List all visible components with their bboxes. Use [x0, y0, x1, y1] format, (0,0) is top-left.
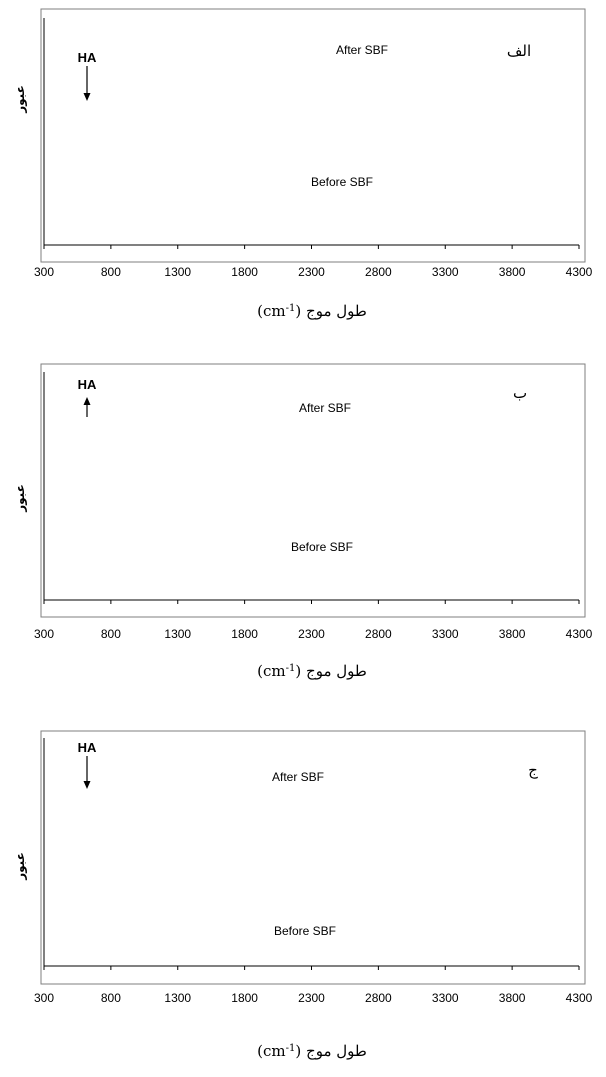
x-tick-label: 2300 — [298, 991, 325, 1005]
panel-frame — [40, 8, 586, 263]
x-tick-label: 300 — [34, 265, 54, 279]
x-tick-label: 2800 — [365, 627, 392, 641]
x-axis-label-unit: (cm — [257, 662, 285, 680]
x-axis-label-unit: (cm — [257, 302, 285, 320]
series-label-before-sbf: Before SBF — [291, 540, 353, 554]
x-axis-label: (cm-1) طول موج — [257, 302, 367, 320]
x-tick-label: 2800 — [365, 991, 392, 1005]
x-tick-label: 1300 — [164, 991, 191, 1005]
x-tick-label: 4300 — [566, 991, 593, 1005]
panel-b: ب عبور (cm-1) طول موج HA After SBF Befor… — [13, 363, 593, 680]
x-axis-label-unit: (cm — [257, 1042, 285, 1060]
x-axis-label-text: ) طول موج — [295, 302, 366, 320]
x-tick-label: 2300 — [298, 265, 325, 279]
x-tick-label: 3300 — [432, 991, 459, 1005]
series-label-before-sbf: Before SBF — [311, 175, 373, 189]
x-tick-label: 1300 — [164, 627, 191, 641]
panel-c: ج عبور (cm-1) طول موج HA After SBF Befor… — [13, 730, 593, 1060]
x-tick-label: 3800 — [499, 627, 526, 641]
ha-annotation-arrowhead — [83, 93, 91, 101]
ha-annotation-label: HA — [78, 740, 97, 755]
x-tick-label: 800 — [101, 991, 121, 1005]
panel-label: الف — [507, 42, 531, 60]
x-tick-label: 2800 — [365, 265, 392, 279]
series-label-after-sbf: After SBF — [299, 401, 351, 415]
series-label-before-sbf: Before SBF — [274, 924, 336, 938]
ha-annotation-arrowhead — [83, 397, 91, 405]
x-axis-label-text: ) طول موج — [295, 1042, 366, 1060]
y-axis-label: عبور — [13, 484, 28, 513]
x-tick-label: 300 — [34, 627, 54, 641]
x-tick-label: 3300 — [432, 265, 459, 279]
x-tick-label: 1800 — [231, 627, 258, 641]
x-axis-label-superscript: -1 — [286, 663, 296, 674]
panel-a: الف عبور (cm-1) طول موج HA After SBF Bef… — [13, 8, 593, 320]
ha-annotation-label: HA — [78, 377, 97, 392]
x-tick-label: 4300 — [566, 265, 593, 279]
x-tick-label: 4300 — [566, 627, 593, 641]
y-axis-label: عبور — [13, 85, 28, 114]
series-label-after-sbf: After SBF — [336, 43, 388, 57]
ha-annotation-label: HA — [78, 50, 97, 65]
x-tick-label: 3800 — [499, 265, 526, 279]
x-axis-label-superscript: -1 — [286, 1043, 296, 1054]
panel-label: ج — [528, 761, 538, 780]
x-axis-label-text: ) طول موج — [295, 662, 366, 680]
x-axis-label: (cm-1) طول موج — [257, 662, 367, 680]
x-axis-label-superscript: -1 — [286, 303, 296, 314]
y-axis-label: عبور — [13, 852, 28, 881]
x-tick-label: 300 — [34, 991, 54, 1005]
x-tick-label: 800 — [101, 265, 121, 279]
series-label-after-sbf: After SBF — [272, 770, 324, 784]
x-tick-label: 3800 — [499, 991, 526, 1005]
ha-annotation-arrowhead — [83, 781, 91, 789]
x-tick-label: 800 — [101, 627, 121, 641]
panel-frame — [40, 730, 586, 985]
panel-label: ب — [513, 384, 527, 402]
x-tick-label: 1800 — [231, 265, 258, 279]
x-tick-label: 2300 — [298, 627, 325, 641]
x-axis-label: (cm-1) طول موج — [257, 1042, 367, 1060]
x-tick-label: 1800 — [231, 991, 258, 1005]
x-tick-label: 1300 — [164, 265, 191, 279]
panel-frame — [40, 363, 586, 618]
x-tick-label: 3300 — [432, 627, 459, 641]
